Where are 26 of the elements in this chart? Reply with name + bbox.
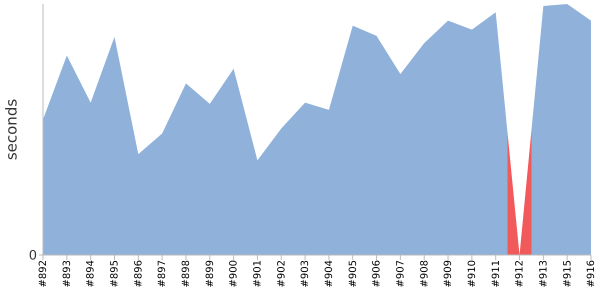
x-tick-label: #902 <box>276 260 288 288</box>
y-axis-title: seconds <box>2 98 20 160</box>
x-tick-label: #905 <box>348 260 359 288</box>
x-tick-label: #911 <box>490 260 502 288</box>
x-tick-label: #903 <box>300 260 312 288</box>
x-tick-label: #892 <box>38 260 50 288</box>
x-tick-label: #897 <box>157 260 168 288</box>
x-tick-label: #899 <box>204 260 216 288</box>
x-tick-label: #908 <box>419 260 430 288</box>
x-tick-label: #893 <box>62 260 73 288</box>
x-tick-label: #907 <box>395 260 406 288</box>
x-tick-label: #895 <box>110 260 121 288</box>
text: 0 <box>28 248 37 264</box>
x-tick-label: #913 <box>538 260 550 288</box>
x-tick-label: #898 <box>181 260 192 288</box>
x-tick-label: #901 <box>252 260 264 288</box>
x-tick-label: #916 <box>586 260 598 288</box>
x-tick-label: #894 <box>86 260 97 288</box>
x-tick-label: #915 <box>562 260 574 288</box>
x-tick-label: #909 <box>443 260 454 288</box>
x-tick-label: #906 <box>372 260 383 288</box>
x-tick-label: #910 <box>466 260 478 288</box>
x-tick-label: #912 <box>514 260 526 288</box>
x-tick-label: #900 <box>228 260 240 288</box>
x-tick-label: #904 <box>324 260 336 288</box>
x-tick-label: #896 <box>133 260 144 288</box>
